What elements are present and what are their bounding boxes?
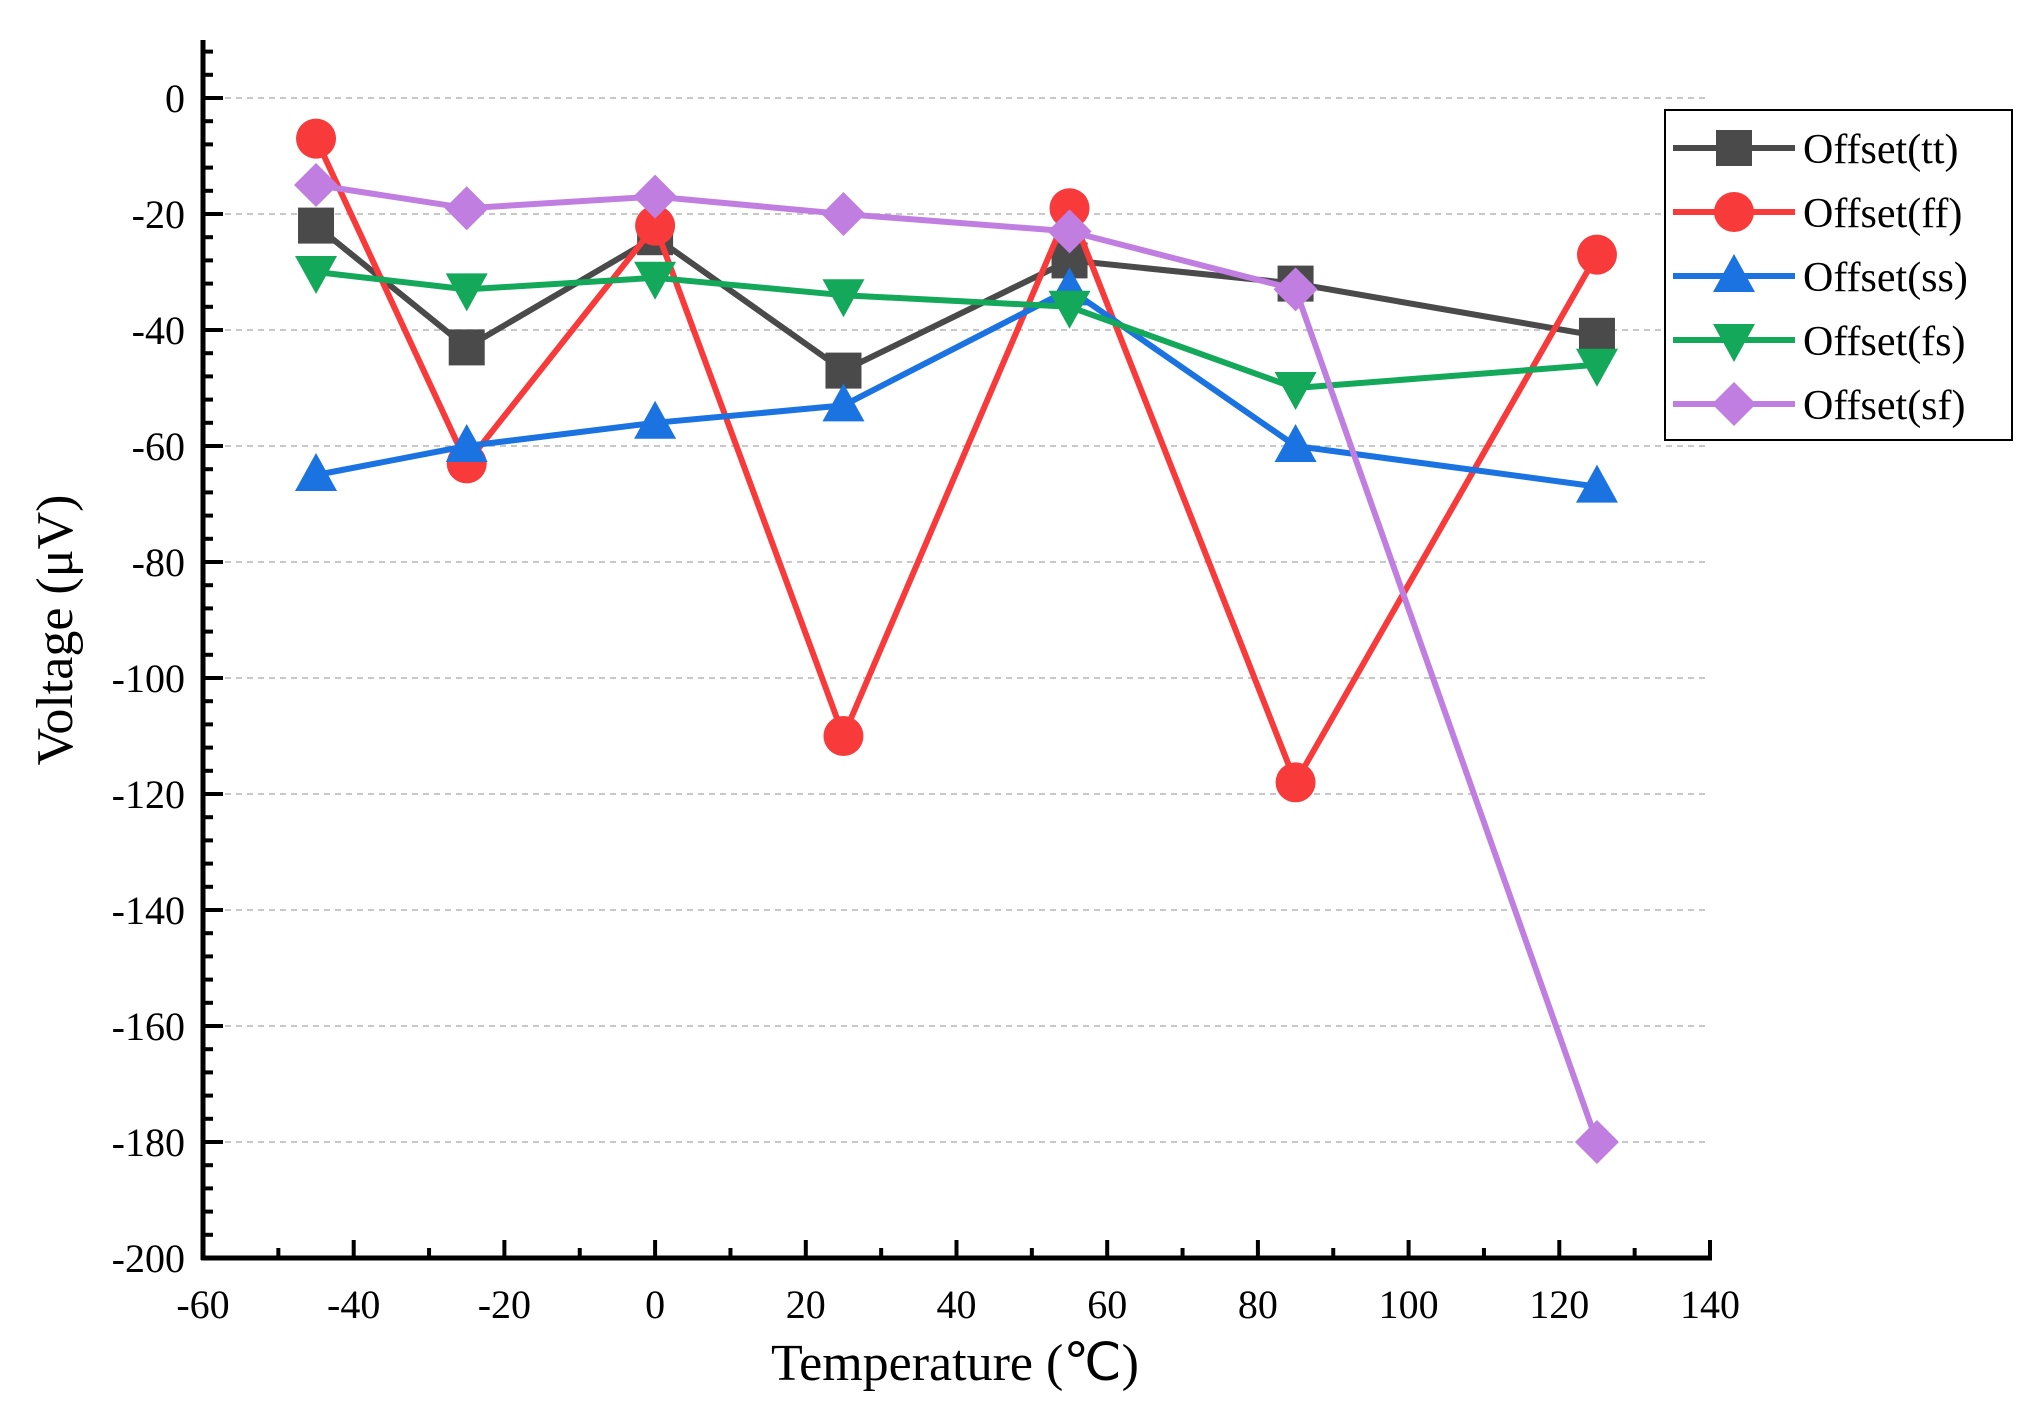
y-tick-label--80: -80 [132, 540, 185, 585]
legend-label-offset-fs: Offset(fs) [1803, 319, 1966, 365]
x-tick-label--40: -40 [327, 1282, 380, 1327]
legend-item-offset-ff: Offset(ff) [1673, 191, 1962, 237]
data-point-offset-fs [295, 256, 338, 294]
data-point-offset-fs [1575, 348, 1618, 387]
data-point-offset-sf [1273, 267, 1318, 312]
data-point-offset-ff [823, 716, 864, 756]
y-axis-title: Voltage (μV) [27, 495, 84, 766]
data-point-offset-sf [633, 174, 678, 219]
grid-lines [203, 97, 1710, 1143]
y-tick-label--100: -100 [112, 656, 185, 701]
series-layer [294, 118, 1619, 1164]
data-point-offset-ff [1049, 188, 1090, 229]
legend-marker-offset-ff [1714, 192, 1754, 232]
data-point-offset-ff [1275, 762, 1316, 803]
data-point-offset-tt [448, 329, 485, 366]
y-tick-label--140: -140 [112, 888, 185, 933]
x-tick-label-140: 140 [1680, 1282, 1740, 1327]
legend-marker-offset-fs [1713, 324, 1755, 362]
y-tick-label--60: -60 [132, 424, 185, 469]
data-point-offset-fs [445, 273, 488, 312]
legend-label-offset-sf: Offset(sf) [1803, 383, 1966, 429]
legend-item-offset-sf: Offset(sf) [1673, 382, 1966, 429]
data-point-offset-ss [1575, 464, 1618, 503]
series-offset-ff [296, 118, 1617, 803]
legend-marker-offset-ss [1713, 254, 1755, 292]
data-point-offset-ss [822, 383, 865, 422]
data-point-offset-sf [294, 163, 339, 207]
legend-marker-offset-tt [1716, 130, 1752, 166]
x-tick-label-20: 20 [786, 1282, 826, 1327]
y-tick-label--200: -200 [112, 1236, 185, 1281]
x-tick-label-0: 0 [645, 1282, 665, 1327]
y-tick-label--20: -20 [132, 192, 185, 237]
data-point-offset-tt [825, 352, 862, 389]
data-point-offset-fs [822, 279, 865, 318]
x-tick-label-40: 40 [937, 1282, 977, 1327]
data-point-offset-ss [634, 400, 677, 439]
x-tick-label-60: 60 [1087, 1282, 1127, 1327]
legend-item-offset-fs: Offset(fs) [1673, 319, 1966, 365]
x-tick-label-100: 100 [1379, 1282, 1439, 1327]
series-line-offset-ss [315, 286, 1598, 490]
data-point-offset-fs [1274, 372, 1317, 410]
legend-label-offset-ss: Offset(ss) [1803, 255, 1968, 301]
data-point-offset-sf [1574, 1120, 1619, 1164]
legend-label-offset-tt: Offset(tt) [1803, 127, 1959, 173]
x-tick-label-120: 120 [1529, 1282, 1589, 1327]
data-point-offset-sf [444, 186, 489, 231]
y-tick-label--120: -120 [112, 772, 185, 817]
series-offset-fs [295, 256, 1618, 410]
data-point-offset-fs [1048, 290, 1091, 329]
data-point-offset-ss [1274, 424, 1317, 462]
data-point-offset-sf [1047, 209, 1092, 254]
legend-label-offset-ff: Offset(ff) [1803, 191, 1962, 237]
data-point-offset-ss [445, 424, 488, 462]
x-tick-label--60: -60 [176, 1282, 229, 1327]
legend-item-offset-ss: Offset(ss) [1673, 254, 1968, 301]
y-tick-label--40: -40 [132, 308, 185, 353]
data-point-offset-sf [821, 192, 866, 236]
y-tick-label--160: -160 [112, 1004, 185, 1049]
x-tick-label--20: -20 [478, 1282, 531, 1327]
x-axis-title: Temperature (℃) [771, 1335, 1139, 1392]
data-point-offset-tt [298, 207, 335, 244]
legend: Offset(tt) Offset(ff) Offset(ss) Offset(fs)… [1664, 109, 2013, 441]
legend-item-offset-tt: Offset(tt) [1673, 127, 1959, 173]
data-point-offset-fs [634, 261, 677, 300]
axes: 0-20-40-60-80-100-120-140-160-180-200-60… [112, 40, 1740, 1327]
data-point-offset-ss [295, 453, 338, 491]
series-offset-sf [294, 163, 1619, 1164]
legend-marker-offset-sf [1712, 382, 1756, 426]
data-point-offset-ff [635, 205, 676, 246]
data-point-offset-tt [1578, 317, 1615, 354]
data-point-offset-ff [296, 118, 337, 159]
y-tick-label--180: -180 [112, 1120, 185, 1165]
data-point-offset-ff [1576, 234, 1617, 275]
series-line-offset-sf [315, 182, 1600, 1143]
x-tick-label-80: 80 [1238, 1282, 1278, 1327]
y-tick-label-0: 0 [165, 76, 185, 121]
